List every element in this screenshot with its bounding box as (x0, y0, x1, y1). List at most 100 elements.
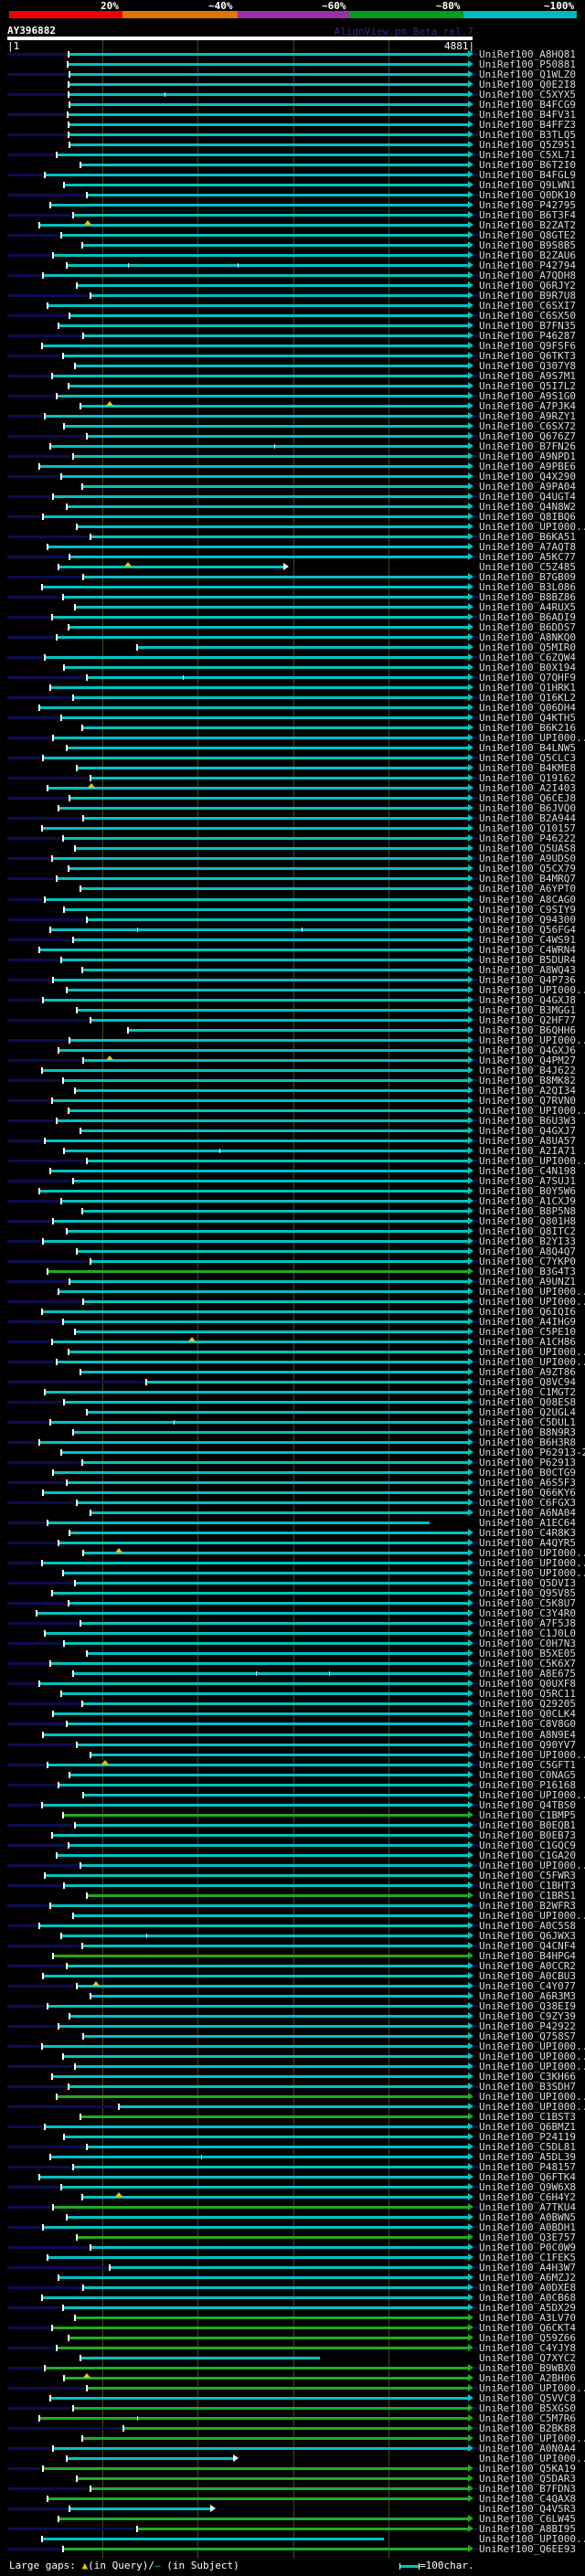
hit-label: UniRef100_B4HPG4 (479, 1949, 576, 1962)
hit-row: UniRef100_Q5DAR3 (0, 2474, 585, 2484)
hit-row: UniRef100_UPI000.. (0, 2433, 585, 2443)
hit-row: UniRef100_P16168 (0, 1780, 585, 1790)
hit-row: UniRef100_C6ZQW4 (0, 652, 585, 663)
hit-end-arrow-icon (468, 1448, 473, 1457)
hit-start-tick-icon (90, 1257, 91, 1265)
identity-key-segment (238, 11, 349, 18)
hit-start-tick-icon (52, 1217, 54, 1224)
hit-start-tick-icon (62, 1319, 64, 1325)
hit-start-tick-icon (58, 564, 59, 571)
hit-line (48, 2004, 468, 2008)
row-guide-right (473, 2186, 478, 2189)
hit-end-arrow-icon (468, 885, 473, 893)
hit-end-arrow-icon (468, 1499, 473, 1507)
hit-end-arrow-icon (468, 1368, 473, 1376)
hit-row: UniRef100_B4FGL9 (0, 170, 585, 180)
hit-row: UniRef100_A6S5F3 (0, 1478, 585, 1488)
hit-line (87, 2145, 468, 2148)
row-guide-left (7, 958, 58, 961)
hit-start-tick-icon (127, 1026, 129, 1034)
hit-start-tick-icon (41, 1560, 43, 1567)
hit-label: UniRef100_B9R7U8 (479, 289, 576, 302)
hit-row: UniRef100_B5DUR4 (0, 955, 585, 965)
hit-end-arrow-icon (468, 613, 473, 621)
hit-row: UniRef100_A9S7M1 (0, 371, 585, 381)
hit-label: UniRef100_Q4PM27 (479, 1054, 576, 1066)
hit-end-arrow-icon (468, 1318, 473, 1325)
row-guide-left (7, 656, 42, 660)
hit-end-arrow-icon (468, 472, 473, 480)
hit-end-arrow-icon (468, 230, 473, 239)
hit-row: UniRef100_A9PBE6 (0, 461, 585, 472)
row-guide-left (7, 2347, 54, 2350)
hit-line (77, 1984, 468, 1988)
hit-start-tick-icon (42, 2465, 44, 2473)
row-guide-right (473, 1501, 478, 1505)
hit-line (69, 143, 468, 146)
hit-start-tick-icon (49, 684, 51, 692)
hit-end-arrow-icon (468, 130, 473, 138)
hit-row: UniRef100_A5KC77 (0, 552, 585, 562)
hit-end-arrow-icon (468, 1860, 473, 1869)
hit-start-tick-icon (68, 50, 69, 58)
hit-label: UniRef100_A7PJK4 (479, 399, 576, 412)
hit-end-arrow-icon (468, 975, 473, 983)
hit-start-tick-icon (82, 332, 84, 339)
hit-label: UniRef100_B9WBX0 (479, 2362, 576, 2375)
hit-line (69, 626, 468, 630)
hit-label: UniRef100_A0N0A4 (479, 2443, 576, 2455)
hit-end-arrow-icon (468, 2072, 473, 2080)
hit-label: UniRef100_A2IA71 (479, 1144, 576, 1157)
hit-row: UniRef100_Q4PM27 (0, 1055, 585, 1065)
row-guide-left (7, 1702, 80, 1706)
hit-line (77, 525, 468, 529)
hit-start-tick-icon (60, 1932, 62, 1939)
row-guide-left (7, 394, 54, 398)
identity-key-label: ~100% (544, 0, 575, 12)
row-guide-right (473, 596, 478, 599)
hit-label: UniRef100_Q59Z66 (479, 2332, 576, 2345)
hit-label: UniRef100_UPI000.. (479, 1034, 585, 1046)
hit-line (64, 1149, 468, 1152)
row-guide-right (473, 1058, 478, 1062)
hit-end-arrow-icon (468, 1961, 473, 1969)
hit-row: UniRef100_A7TKU4 (0, 2202, 585, 2212)
hit-start-tick-icon (76, 1006, 78, 1013)
hit-start-tick-icon (52, 2204, 54, 2211)
hit-label: UniRef100_UPI000.. (479, 2453, 585, 2465)
hit-line (58, 2276, 468, 2280)
hit-start-tick-icon (67, 60, 69, 68)
hit-start-tick-icon (90, 1992, 91, 1999)
hit-start-tick-icon (52, 976, 54, 983)
hit-line (67, 263, 468, 267)
hit-row: UniRef100_A1CXJ9 (0, 1196, 585, 1206)
row-guide-right (473, 1542, 478, 1545)
hit-end-arrow-icon (468, 1690, 473, 1698)
hit-label: UniRef100_Q1HRK1 (479, 682, 576, 694)
hit-end-arrow-icon (468, 2092, 473, 2100)
hit-line (87, 917, 468, 921)
hit-start-tick-icon (69, 1771, 70, 1778)
hit-tick-icon (137, 2416, 138, 2422)
hit-line (58, 1048, 468, 1052)
hit-end-arrow-icon (468, 1236, 473, 1245)
hit-end-arrow-icon (468, 2384, 473, 2392)
row-guide-right (473, 817, 478, 821)
hit-label: UniRef100_Q8ITC2 (479, 1224, 576, 1237)
hit-line (58, 2518, 468, 2521)
hit-start-tick-icon (62, 1076, 64, 1084)
hit-line (39, 1924, 468, 1927)
hit-row: UniRef100_A6YPT0 (0, 884, 585, 894)
hit-end-arrow-icon (468, 493, 473, 501)
row-guide-left (7, 334, 80, 337)
hit-start-tick-icon (63, 2375, 65, 2382)
hit-end-arrow-icon (468, 784, 473, 792)
row-guide-left (7, 515, 40, 519)
hit-end-arrow-icon (468, 1246, 473, 1255)
hit-label: UniRef100_Q5Z951 (479, 138, 576, 151)
hit-line (119, 2104, 468, 2108)
row-guide-left (7, 2145, 84, 2148)
row-guide-left (7, 2286, 80, 2290)
hit-line (53, 495, 468, 499)
row-guide-left (7, 596, 60, 599)
